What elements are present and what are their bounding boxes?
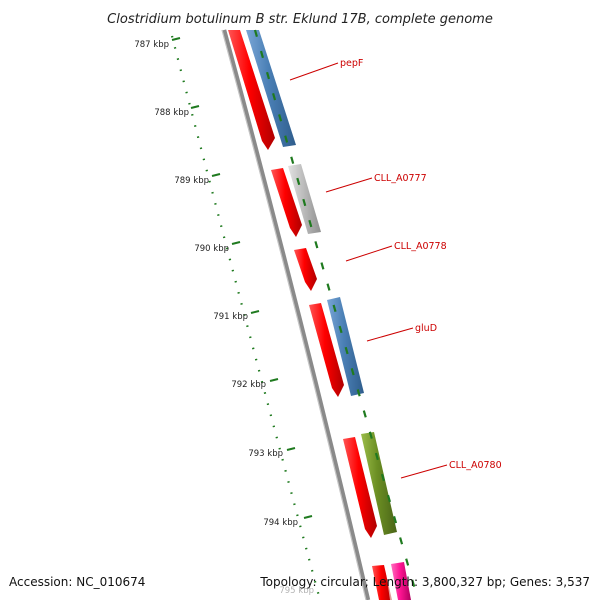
leader-line (400, 464, 448, 479)
ruler-label: 793 kbp (248, 449, 283, 459)
leader-line (289, 62, 339, 81)
cds-partial[interactable] (391, 562, 411, 600)
cds-CLL-A0777[interactable] (288, 164, 321, 234)
ruler-tick (269, 378, 279, 382)
ruler-label: 789 kbp (174, 176, 209, 186)
ruler-major-ticks (171, 37, 313, 519)
cds-gluD[interactable] (327, 297, 364, 396)
ruler-minor-ticks (170, 35, 322, 600)
feature-arrow[interactable] (228, 30, 275, 150)
ruler-label: 790 kbp (194, 244, 229, 254)
ruler-tick (211, 173, 221, 177)
gene-label-CLL-A0777[interactable]: CLL_A0777 (374, 173, 427, 184)
ruler-tick (286, 447, 296, 451)
ruler-tick (303, 515, 313, 519)
cds-pepF[interactable] (246, 30, 296, 147)
cds-CLL-A0780[interactable] (361, 432, 397, 535)
feature-arrow[interactable] (372, 565, 392, 600)
ruler-label: 788 kbp (154, 108, 189, 118)
ruler-label: 791 kbp (213, 312, 248, 322)
accession-text: Accession: NC_010674 (9, 575, 145, 589)
gene-label-pepF[interactable]: pepF (340, 58, 363, 69)
genome-backbone-highlight (221, 29, 367, 600)
ruler-labels: 787 kbp 788 kbp 789 kbp 790 kbp 791 kbp … (134, 40, 314, 596)
ruler-label: 787 kbp (134, 40, 169, 50)
leader-line (345, 245, 393, 262)
ruler-label: 794 kbp (263, 518, 298, 528)
cds-partial-highlight (385, 564, 395, 600)
feature-track-cds (246, 30, 411, 600)
feature-arrow[interactable] (294, 248, 317, 291)
feature-track-red (228, 30, 392, 600)
genome-backbone (221, 29, 371, 600)
gene-label-CLL-A0778[interactable]: CLL_A0778 (394, 241, 447, 252)
feature-arrow[interactable] (309, 303, 344, 397)
ruler-label: 792 kbp (231, 380, 266, 390)
feature-arrow[interactable] (343, 437, 377, 538)
ruler-label: 795 kbp (279, 586, 314, 596)
ruler-tick (250, 310, 260, 314)
gene-label-CLL-A0780[interactable]: CLL_A0780 (449, 460, 502, 471)
ruler-tick (231, 241, 241, 245)
leader-line (366, 327, 414, 342)
outer-dashed-track (253, 29, 420, 600)
genome-summary-text: Topology: circular; Length: 3,800,327 bp… (259, 575, 590, 589)
gene-labels: pepF CLL_A0777 CLL_A0778 gluD CLL_A0780 (340, 58, 502, 471)
gene-label-leaders (289, 62, 448, 479)
leader-line (325, 177, 373, 193)
ruler-tick (190, 105, 200, 109)
ruler-tick (171, 37, 181, 41)
map-title: Clostridium botulinum B str. Eklund 17B,… (107, 12, 493, 27)
feature-arrow[interactable] (271, 168, 302, 237)
gene-label-gluD[interactable]: gluD (415, 323, 437, 334)
